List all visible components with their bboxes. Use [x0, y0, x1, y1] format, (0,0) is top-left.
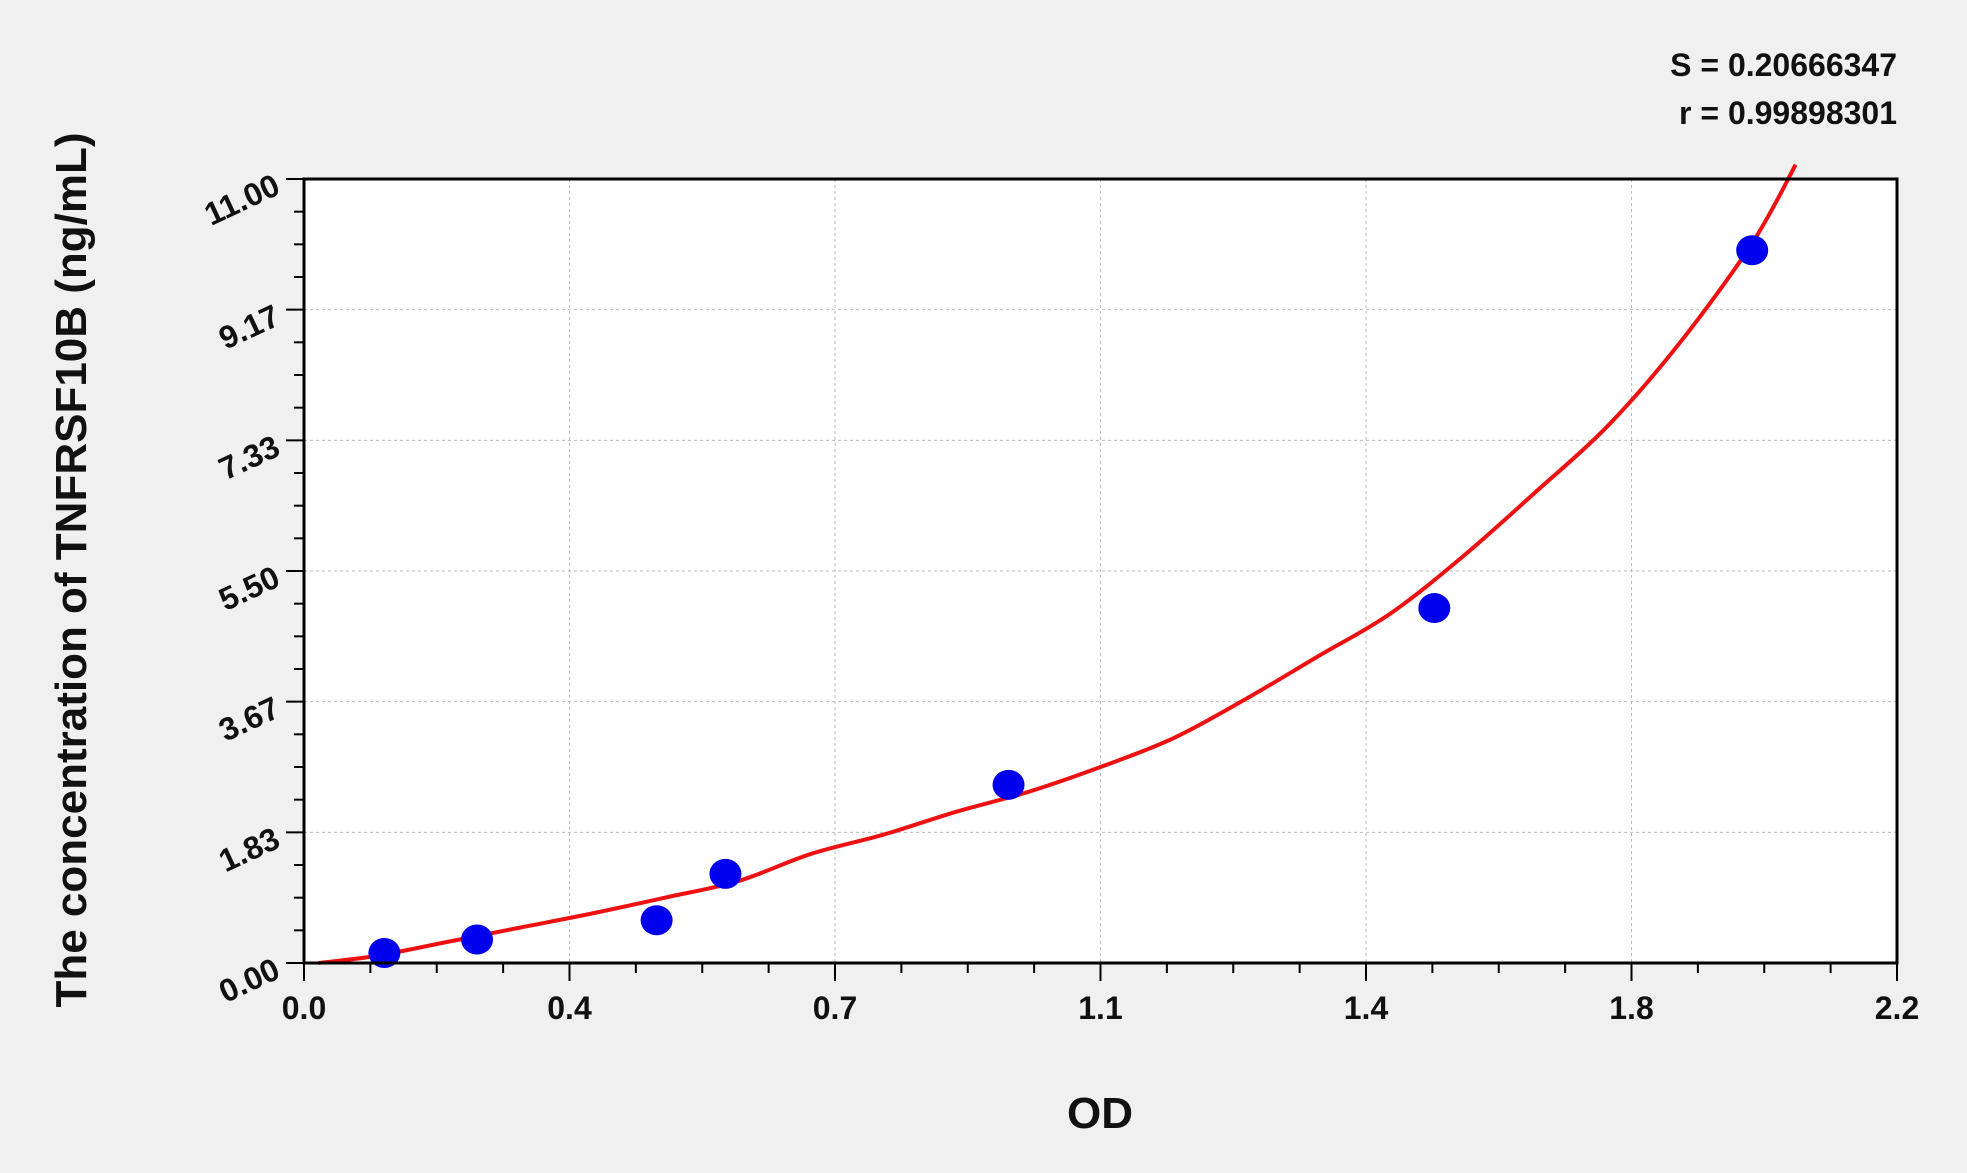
data-point [992, 769, 1025, 800]
data-points [368, 235, 1769, 969]
x-tick-label: 0.4 [547, 990, 592, 1026]
x-tick-label: 0.7 [813, 990, 857, 1026]
stat-r: r = 0.99898301 [1679, 95, 1897, 131]
y-tick-label: 5.50 [213, 559, 285, 618]
x-tick-label: 2.2 [1875, 990, 1919, 1026]
data-point [1736, 235, 1769, 266]
y-tick-label: 11.00 [199, 167, 285, 233]
y-tick-label: 9.17 [213, 297, 285, 356]
plot-frame [302, 177, 1899, 965]
fit-curve [318, 163, 1798, 965]
y-tick-label: 3.67 [213, 689, 285, 748]
y-tick-label: 0.00 [213, 951, 285, 1010]
x-tick-label: 1.4 [1344, 990, 1389, 1026]
data-point [368, 938, 401, 969]
x-tick-label: 1.8 [1609, 990, 1653, 1026]
y-tick-label: 7.33 [213, 428, 285, 487]
y-tick-label: 1.83 [213, 820, 285, 879]
y-axis-label: The concentration of TNFRSF10B (ng/mL) [47, 132, 96, 1007]
stat-s: S = 0.20666347 [1670, 47, 1897, 83]
data-point [709, 858, 742, 889]
x-axis-label: OD [1067, 1089, 1133, 1138]
grid [304, 179, 1897, 963]
data-point [461, 924, 494, 955]
x-tick-label: 1.1 [1078, 990, 1122, 1026]
data-point [640, 905, 673, 936]
data-point [1418, 593, 1451, 624]
x-tick-label: 0.0 [282, 990, 326, 1026]
